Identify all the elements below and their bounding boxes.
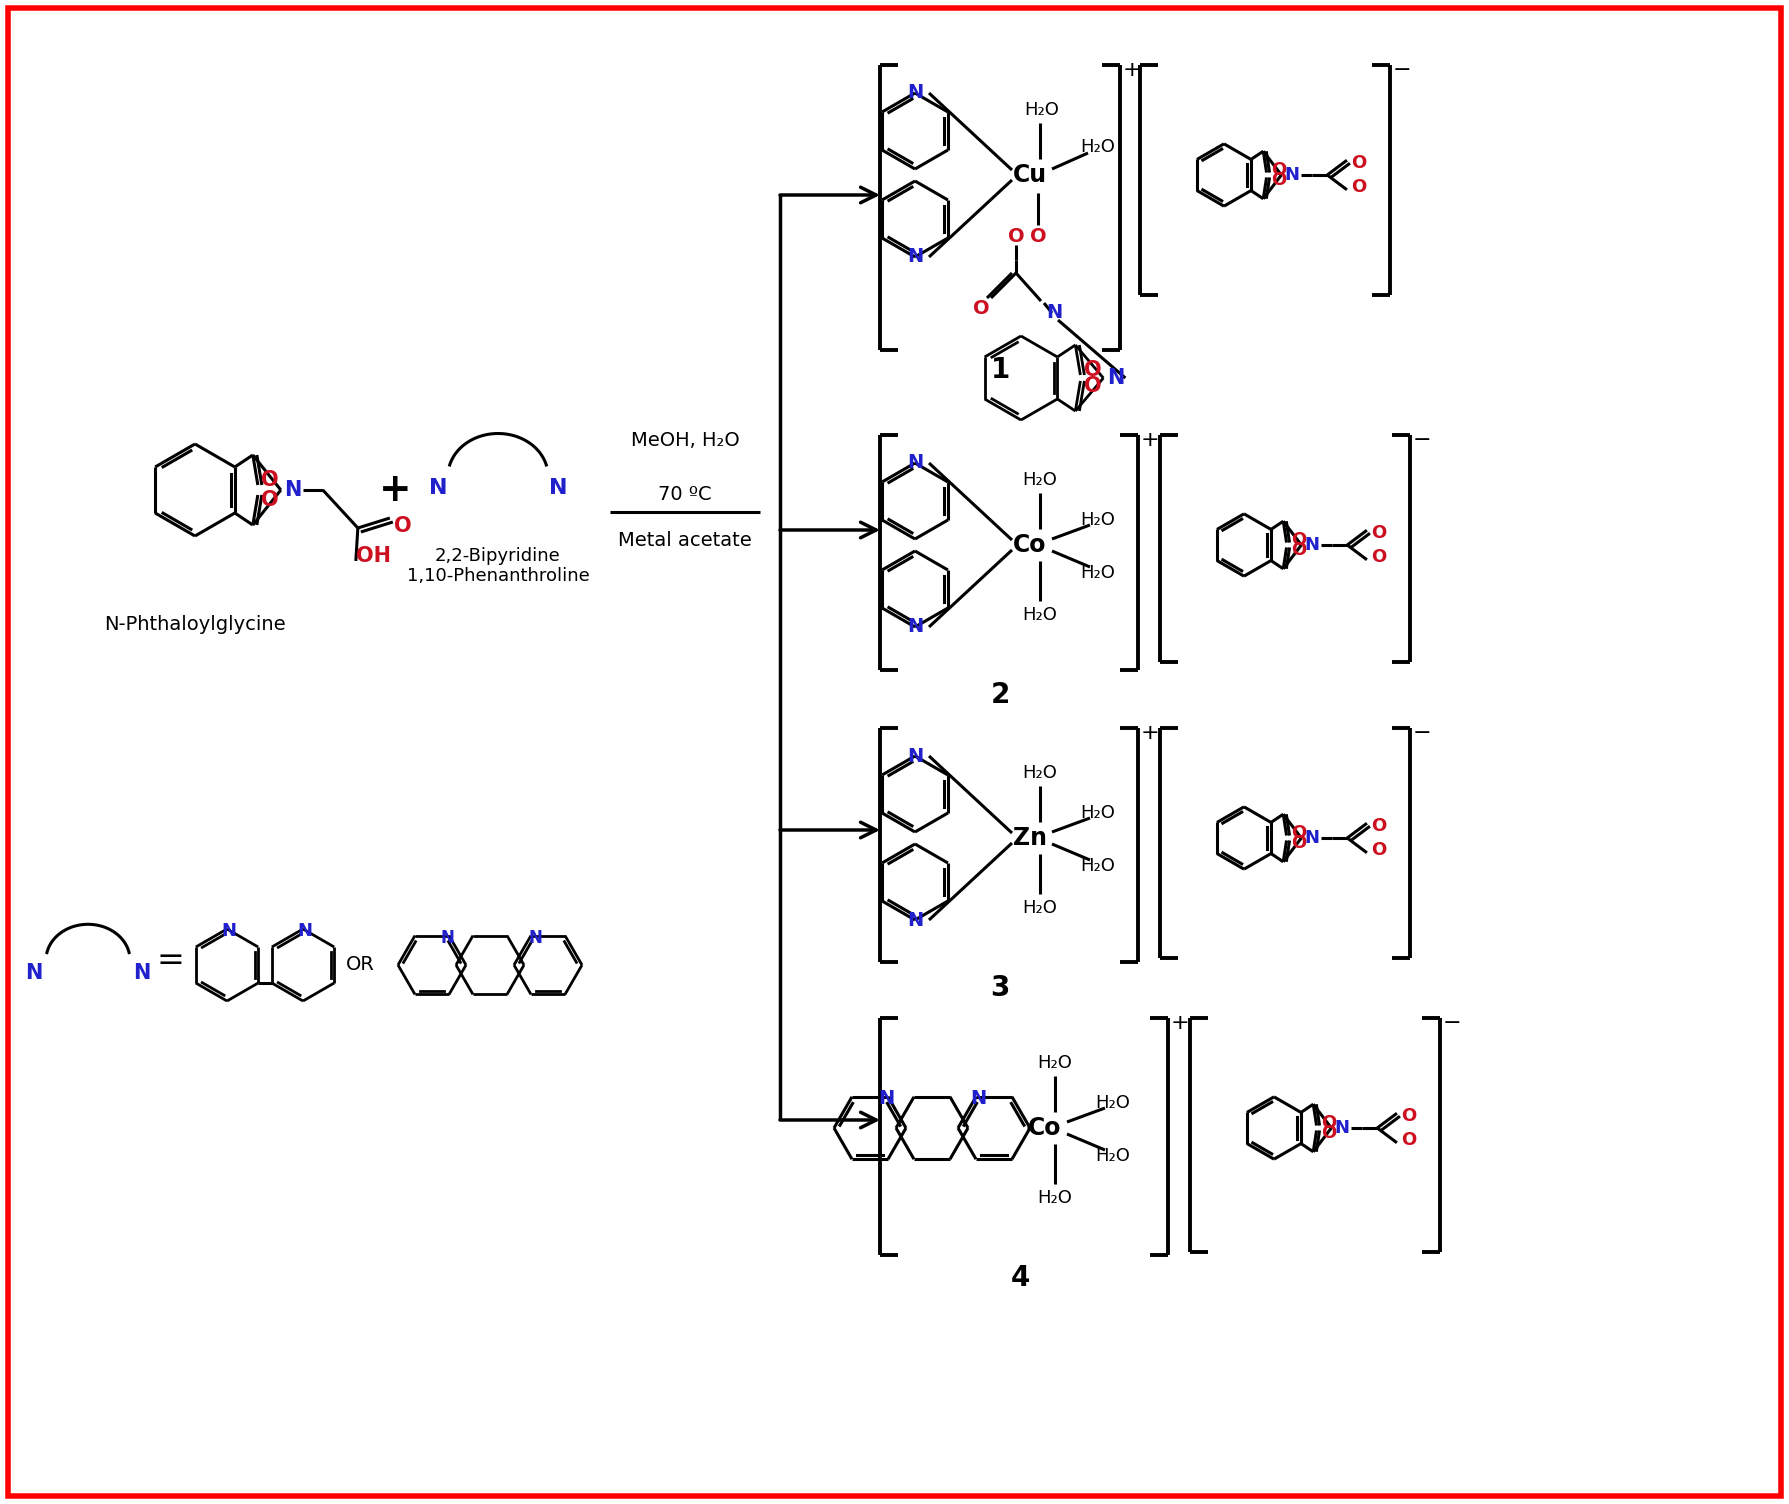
- Text: O: O: [1292, 541, 1306, 559]
- Text: +: +: [1170, 1014, 1190, 1033]
- Text: O: O: [1007, 227, 1025, 247]
- Text: O: O: [1320, 1113, 1336, 1131]
- Text: O: O: [973, 298, 989, 317]
- Text: 1,10-Phenanthroline: 1,10-Phenanthroline: [406, 567, 589, 585]
- Text: Cu: Cu: [1013, 162, 1047, 186]
- Text: N: N: [222, 922, 236, 940]
- Text: Co: Co: [1029, 1116, 1061, 1140]
- Text: O: O: [1372, 817, 1386, 835]
- Text: MeOH, H₂O: MeOH, H₂O: [632, 430, 739, 450]
- Text: H₂O: H₂O: [1095, 1148, 1131, 1166]
- Text: H₂O: H₂O: [1095, 1093, 1131, 1111]
- Text: N: N: [907, 248, 923, 266]
- Text: N: N: [440, 928, 454, 946]
- Text: O: O: [1292, 531, 1306, 549]
- Text: −: −: [1392, 60, 1412, 80]
- Text: +: +: [379, 471, 411, 508]
- Text: N-Phthaloylglycine: N-Phthaloylglycine: [104, 615, 286, 635]
- Text: O: O: [261, 490, 279, 510]
- Text: O: O: [1270, 161, 1286, 179]
- Text: H₂O: H₂O: [1023, 471, 1057, 489]
- Text: N: N: [25, 963, 43, 984]
- Text: H₂O: H₂O: [1025, 101, 1059, 119]
- Text: 70 ºC: 70 ºC: [658, 486, 712, 504]
- Text: −: −: [1442, 1014, 1462, 1033]
- Text: H₂O: H₂O: [1081, 138, 1115, 156]
- Text: N: N: [429, 478, 447, 498]
- Text: O: O: [1351, 155, 1367, 173]
- Text: 1: 1: [991, 356, 1009, 384]
- Text: O: O: [1372, 525, 1386, 543]
- Text: O: O: [394, 516, 411, 535]
- Text: O: O: [1084, 359, 1102, 381]
- Text: H₂O: H₂O: [1023, 606, 1057, 624]
- Text: N: N: [1335, 1119, 1351, 1137]
- Text: O: O: [1270, 171, 1286, 190]
- Text: 3: 3: [991, 975, 1009, 1002]
- Text: N: N: [528, 928, 542, 946]
- Text: N: N: [907, 618, 923, 636]
- Text: N: N: [297, 922, 313, 940]
- Text: Co: Co: [1013, 532, 1047, 556]
- Text: +: +: [1123, 60, 1141, 80]
- Text: O: O: [1320, 1125, 1336, 1143]
- Text: N: N: [907, 746, 923, 766]
- Text: O: O: [1401, 1131, 1417, 1149]
- Text: H₂O: H₂O: [1038, 1054, 1072, 1072]
- Text: H₂O: H₂O: [1081, 805, 1115, 823]
- Text: H₂O: H₂O: [1081, 857, 1115, 875]
- Text: =: =: [156, 943, 184, 976]
- Text: O: O: [1030, 227, 1047, 247]
- Text: N: N: [907, 84, 923, 102]
- Text: 2,2-Bipyridine: 2,2-Bipyridine: [435, 547, 562, 566]
- Text: O: O: [1084, 376, 1102, 396]
- Text: H₂O: H₂O: [1038, 1190, 1072, 1208]
- Text: N: N: [1107, 368, 1123, 388]
- Text: +: +: [1141, 430, 1159, 450]
- Text: N: N: [1047, 304, 1063, 322]
- Text: N: N: [284, 480, 302, 499]
- Text: H₂O: H₂O: [1023, 764, 1057, 782]
- Text: +: +: [1141, 723, 1159, 743]
- Text: N: N: [878, 1089, 894, 1108]
- Text: O: O: [1351, 177, 1367, 196]
- Text: N: N: [134, 963, 150, 984]
- Text: O: O: [261, 469, 279, 490]
- Text: N: N: [1304, 535, 1320, 553]
- Text: N: N: [970, 1089, 986, 1108]
- Text: O: O: [1372, 547, 1386, 566]
- Text: H₂O: H₂O: [1081, 511, 1115, 529]
- Text: OH: OH: [356, 546, 392, 566]
- Text: N: N: [1285, 165, 1301, 183]
- Text: O: O: [1292, 835, 1306, 853]
- Text: 2: 2: [991, 681, 1009, 708]
- Text: O: O: [1401, 1107, 1417, 1125]
- Text: Zn: Zn: [1013, 826, 1047, 850]
- Text: Metal acetate: Metal acetate: [619, 531, 751, 549]
- Text: OR: OR: [345, 955, 374, 975]
- Text: 4: 4: [1011, 1263, 1030, 1292]
- Text: −: −: [1413, 430, 1431, 450]
- Text: O: O: [1292, 824, 1306, 842]
- Text: O: O: [1372, 841, 1386, 859]
- Text: H₂O: H₂O: [1081, 564, 1115, 582]
- Text: −: −: [1413, 723, 1431, 743]
- Text: N: N: [907, 910, 923, 929]
- Text: N: N: [907, 454, 923, 472]
- Text: H₂O: H₂O: [1023, 899, 1057, 917]
- Text: N: N: [549, 478, 567, 498]
- Text: N: N: [1304, 829, 1320, 847]
